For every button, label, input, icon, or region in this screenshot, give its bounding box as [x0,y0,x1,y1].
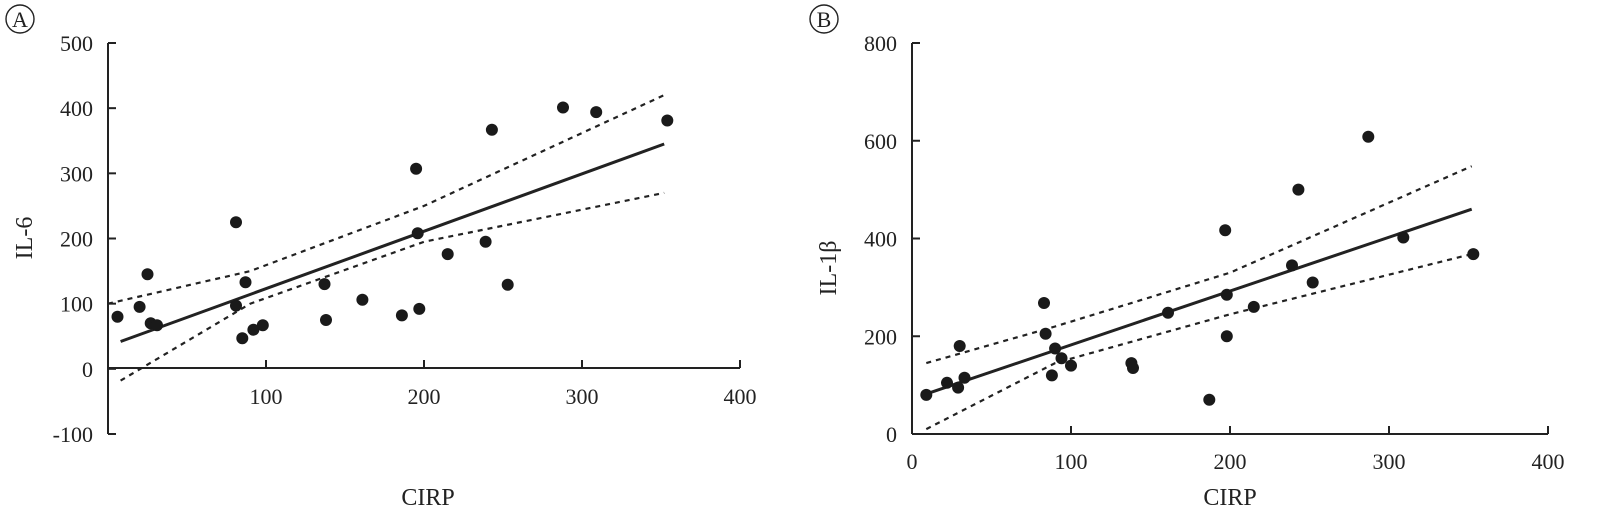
panel-b-x-axis-title: CIRP [1203,485,1256,511]
panel-a-data-point [356,293,369,306]
panel-a-ci-upper-line [107,94,665,305]
panel-a-data-point [411,227,424,240]
panel-a-data-point [441,248,454,261]
panel-a-y-tick-label: 0 [82,357,93,382]
panel-b-data-point [958,371,971,384]
panel-a-data-point [256,319,269,332]
panel-b-data-point [952,381,965,394]
panel-a-data-point [111,310,124,323]
panel-a-data-point [133,300,146,313]
panel-b-data-point [1292,183,1305,196]
panel-a-data-point [557,101,569,114]
panel-b-y-tick-label: 0 [886,422,897,447]
panel-b-data-point [1049,342,1062,355]
panel-b-regression-line [925,207,1473,396]
panel-b-data-point [1247,300,1260,313]
panel-a-y-tick-label: 400 [60,96,93,121]
panel-a-x-tick-label: 300 [566,384,599,409]
panel-a-y-axis-title: IL-6 [12,217,38,260]
panel-a-data-point [230,299,242,312]
panel-b-y-ticks: 0 200 400 600 800 [864,31,920,447]
panel-b-x-tick-label: 200 [1214,449,1247,474]
panel-b-badge: B [809,4,839,34]
panel-a-regression-line [120,142,665,343]
panel-a-x-ticks: 100 200 300 400 [250,360,757,409]
panel-a-y-tick-label: 500 [60,31,93,56]
panel-a-data-point [410,162,423,175]
panel-b-ci-lower-line [925,253,1472,431]
panel-a-x-tick-label: 200 [408,384,441,409]
panel-b-data-point [1065,359,1077,372]
panel-a-data-point [661,114,674,127]
panel-b-data-point [1127,362,1139,374]
panel-a: A -100 0 100 200 300 400 500 100 200 300 400 IL-6… [5,4,757,511]
panel-a-data-point [151,319,163,332]
panel-b-data-point [1162,306,1174,319]
panel-b-data-point [1203,393,1216,406]
panel-b-data-point [1219,224,1232,237]
panel-a-data-point [320,314,332,326]
panel-a-data-point [236,332,249,345]
panel-b-data-point [1220,288,1233,301]
panel-a-y-tick-label: 100 [60,292,93,317]
panel-a-data-point [479,235,492,248]
panel-a-x-axis-title: CIRP [401,485,454,511]
panel-b-data-point [1055,352,1068,365]
panel-b-ci-upper-line [925,165,1473,365]
panel-b-data-point [1220,330,1233,343]
panel-a-x-tick-label: 100 [250,384,283,409]
panel-a-data-point [501,278,514,291]
panel-a-data-point [590,106,603,119]
panel-b-data-point [1306,276,1319,289]
panel-b-x-tick-label: 100 [1055,449,1088,474]
panel-a-data-point [395,309,408,322]
panel-b-data-point [1045,369,1058,382]
panel-a-points [111,101,674,345]
panel-b-data-point [1039,327,1052,340]
panel-b-letter: B [817,7,832,32]
panel-a-y-tick-label: 300 [60,161,93,186]
panel-a-data-point [485,123,498,136]
panel-a-letter: A [12,7,28,32]
panel-a-data-point [239,276,252,289]
panel-a-data-point [141,268,154,281]
panel-b-y-tick-label: 800 [864,31,897,56]
panel-a-ci-lower-line [120,191,665,382]
panel-a-y-ticks: -100 0 100 200 300 400 500 [53,31,116,447]
panel-b-x-tick-label: 300 [1373,449,1406,474]
panel-b-data-point [920,388,933,401]
panel-b-data-point [1362,130,1375,143]
panel-b-data-point [1467,248,1480,261]
panel-b-y-tick-label: 600 [864,129,897,154]
panel-b-y-tick-label: 400 [864,227,897,252]
panel-b-data-point [1286,259,1298,272]
panel-b-data-point [953,340,966,352]
panel-a-badge-circle [5,4,35,34]
panel-a-y-tick-label: -100 [53,422,93,447]
panel-a-lines [107,94,665,382]
panel-b-badge-circle [809,4,839,34]
panel-a-x-tick-label: 400 [724,384,757,409]
panel-b-data-point [941,376,953,389]
panel-a-data-point [318,278,331,291]
panel-a-data-point [247,323,260,336]
panel-a-y-tick-label: 200 [60,227,93,252]
panel-b-x-tick-label: 400 [1532,449,1565,474]
panel-b: B 0 200 400 600 800 0 100 200 300 400 IL-1β CIRP [809,4,1565,511]
panel-b-lines [925,165,1473,431]
panel-b-data-point [1397,231,1410,244]
panel-b-x-tick-label: 0 [907,449,918,474]
panel-a-data-point [413,302,426,315]
panel-b-x-ticks: 0 100 200 300 400 [907,426,1565,474]
panel-b-data-point [1038,297,1050,309]
panel-a-badge: A [5,4,35,34]
panel-b-y-axis-title: IL-1β [816,241,842,296]
panel-b-points [920,130,1480,406]
panel-a-data-point [230,216,242,229]
panel-b-y-tick-label: 200 [864,324,897,349]
